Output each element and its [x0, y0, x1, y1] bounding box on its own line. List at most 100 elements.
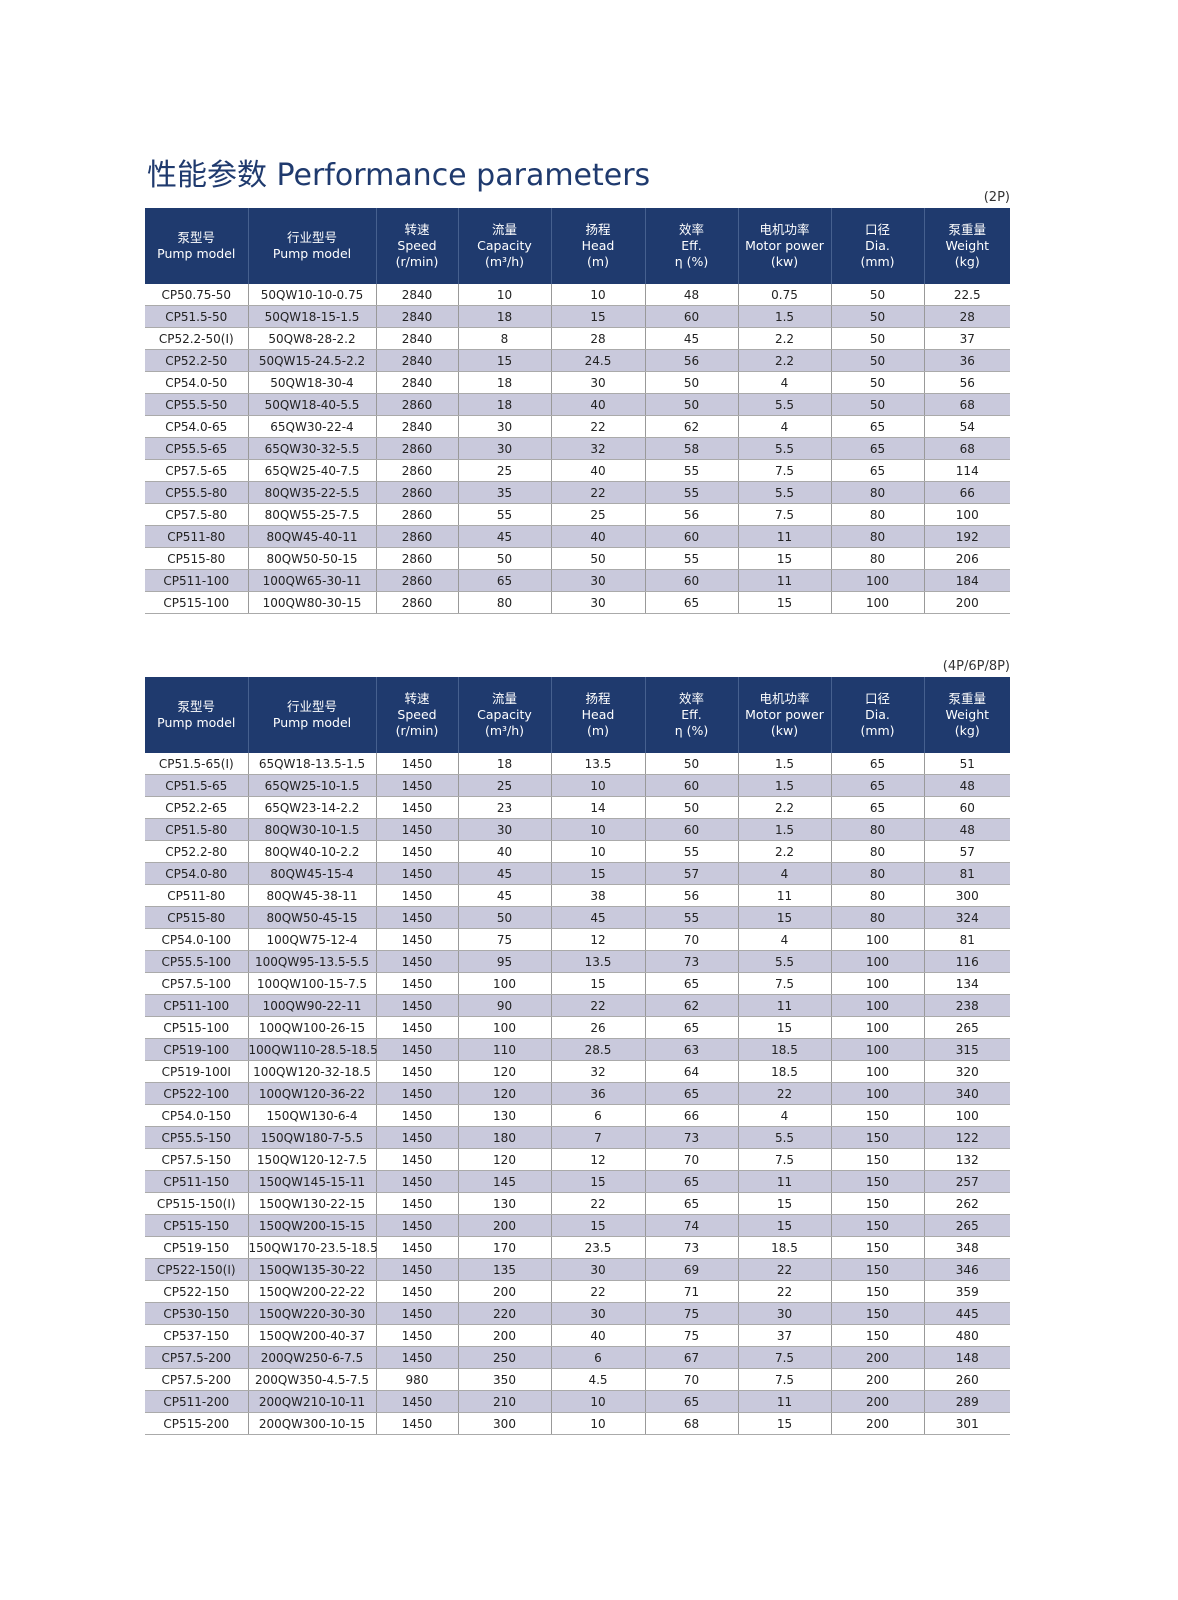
table-cell: 56 [644, 884, 738, 907]
table-cell: 100QW90-22-11 [247, 994, 376, 1017]
table-cell: 65QW18-13.5-1.5 [247, 753, 376, 775]
table-cell: 36 [550, 1082, 645, 1105]
table-cell: CP515-100 [145, 591, 248, 614]
table-cell: 65QW25-10-1.5 [247, 774, 376, 797]
table-cell: 1450 [375, 1214, 458, 1237]
table-cell: 348 [923, 1236, 1010, 1259]
table-cell: 15 [737, 1412, 831, 1435]
table-cell: 2840 [375, 327, 458, 350]
table-cell: 192 [923, 525, 1010, 548]
table-cell: 25 [457, 774, 551, 797]
table-cell: 60 [644, 569, 738, 592]
table-cell: 2860 [375, 591, 458, 614]
table-cell: 65 [830, 753, 924, 775]
header-cell: 电机功率 Motor power (kw) [737, 208, 831, 284]
table-cell: 60 [644, 774, 738, 797]
table-cell: CP515-150 [145, 1214, 248, 1237]
table-cell: CP511-100 [145, 569, 248, 592]
table-cell: 50 [830, 349, 924, 372]
table-cell: 100 [830, 569, 924, 592]
header-line: 行业型号 [286, 699, 337, 714]
table-cell: 480 [923, 1324, 1010, 1347]
table-cell: 340 [923, 1082, 1010, 1105]
table-cell: 2.2 [737, 840, 831, 863]
table-cell: 80QW35-22-5.5 [247, 481, 376, 504]
table-cell: 445 [923, 1302, 1010, 1325]
table-cell: 114 [923, 459, 1010, 482]
table-cell: 134 [923, 972, 1010, 995]
table-cell: 5.5 [737, 437, 831, 460]
table-cell: 11 [737, 525, 831, 548]
table-cell: CP57.5-100 [145, 972, 248, 995]
table-cell: 15 [550, 972, 645, 995]
table-cell: CP54.0-50 [145, 371, 248, 394]
table-cell: 65 [644, 1082, 738, 1105]
table-cell: 22.5 [923, 284, 1010, 306]
table-cell: 80 [457, 591, 551, 614]
table-cell: 65 [644, 591, 738, 614]
table-cell: 1450 [375, 1236, 458, 1259]
table-cell: 28.5 [550, 1038, 645, 1061]
table-cell: 80 [830, 840, 924, 863]
table-cell: 150QW120-12-7.5 [247, 1148, 376, 1171]
table-cell: 150QW200-15-15 [247, 1214, 376, 1237]
table-cell: 150 [830, 1192, 924, 1215]
table-cell: 80 [830, 906, 924, 929]
table-cell: 2860 [375, 503, 458, 526]
table-cell: 50QW18-40-5.5 [247, 393, 376, 416]
header-line: 扬程 [585, 691, 611, 706]
table-cell: 80 [830, 503, 924, 526]
table-row: CP519-100I 100QW120-32-18.5 1450 120 32 64 18.… [145, 1060, 1010, 1083]
table-cell: 300 [457, 1412, 551, 1435]
table-cell: 45 [457, 525, 551, 548]
table-cell: 2860 [375, 393, 458, 416]
table-cell: 100 [830, 1038, 924, 1061]
table-cell: 65QW30-22-4 [247, 415, 376, 438]
table-cell: 1450 [375, 972, 458, 995]
table-cell: 220 [457, 1302, 551, 1325]
table-cell: 18.5 [737, 1236, 831, 1259]
table-cell: 48 [644, 284, 738, 306]
table-cell: 1450 [375, 950, 458, 973]
table-cell: 1450 [375, 1302, 458, 1325]
table-cell: 15 [737, 1192, 831, 1215]
table-cell: 37 [923, 327, 1010, 350]
table-cell: 100 [830, 591, 924, 614]
table-cell: 11 [737, 1390, 831, 1413]
table-cell: CP51.5-65(I) [145, 753, 248, 775]
table-cell: 55 [644, 481, 738, 504]
table-row: CP537-150 150QW200-40-37 1450 200 40 75 37 150 4… [145, 1324, 1010, 1347]
table-cell: 40 [550, 525, 645, 548]
table-cell: 1.5 [737, 774, 831, 797]
table-cell: 48 [923, 774, 1010, 797]
table-cell: CP57.5-200 [145, 1346, 248, 1369]
table-cell: 200QW210-10-11 [247, 1390, 376, 1413]
table-cell: CP50.75-50 [145, 284, 248, 306]
header-line: (m³/h) [484, 723, 525, 738]
table-row: CP57.5-65 65QW25-40-7.5 2860 25 40 55 7.5 65 114 [145, 459, 1010, 482]
table-cell: 1450 [375, 1390, 458, 1413]
table-cell: 50 [644, 371, 738, 394]
header-line: 泵型号 [177, 230, 215, 245]
table-cell: 67 [644, 1346, 738, 1369]
table-cell: 135 [457, 1258, 551, 1281]
table-cell: 315 [923, 1038, 1010, 1061]
table-cell: 100QW110-28.5-18.5 [247, 1038, 378, 1061]
header-line: Dia. [865, 707, 890, 722]
table-cell: 1450 [375, 753, 458, 775]
header-line: Head [581, 707, 615, 722]
table-cell: 100 [830, 994, 924, 1017]
table-cell: 18.5 [737, 1060, 831, 1083]
table-cell: 7.5 [737, 972, 831, 995]
header-line: Weight [945, 707, 990, 722]
table-cell: CP51.5-65 [145, 774, 248, 797]
table-cell: 260 [923, 1368, 1010, 1391]
table-cell: 30 [550, 371, 645, 394]
table-cell: 66 [923, 481, 1010, 504]
table-cell: 40 [457, 840, 551, 863]
table-cell: 130 [457, 1192, 551, 1215]
table-cell: 50 [644, 393, 738, 416]
table-row: CP55.5-80 80QW35-22-5.5 2860 35 22 55 5.5 80 66 [145, 481, 1010, 504]
header-line: (r/min) [395, 723, 439, 738]
table-cell: 100 [830, 1060, 924, 1083]
